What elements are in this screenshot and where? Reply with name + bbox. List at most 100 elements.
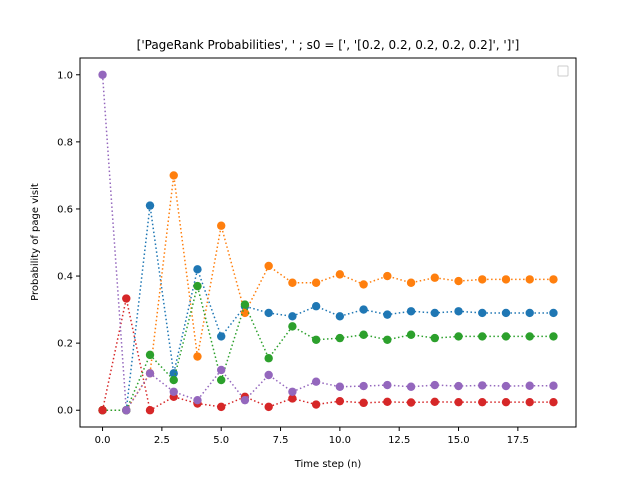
series-5-point: [169, 387, 178, 396]
series-4-point: [501, 397, 511, 407]
series-1-line: [102, 205, 554, 411]
series-3-point: [501, 332, 511, 341]
series-3-point: [478, 332, 487, 341]
series-5-point: [406, 382, 416, 391]
series-4-point: [454, 397, 463, 407]
series-4-point: [383, 397, 392, 407]
series-3-point: [454, 332, 463, 341]
series-2-point: [454, 276, 463, 286]
series-5-point: [288, 387, 297, 396]
series-3: [98, 281, 558, 415]
series-2-point: [525, 275, 534, 284]
series-1-point: [406, 307, 416, 316]
series-4-point: [288, 394, 297, 403]
series-2-point: [169, 171, 178, 180]
series-4-point: [478, 397, 487, 407]
series-5-point: [501, 381, 511, 391]
series-2-point: [383, 271, 392, 281]
series-2-point: [501, 275, 511, 284]
series-1-point: [264, 308, 273, 318]
series-5-point: [122, 406, 131, 415]
series-5-point: [478, 381, 487, 390]
x-tick-label: 7.5: [273, 435, 289, 446]
series-4-point: [122, 294, 131, 303]
series-3-point: [406, 330, 416, 339]
series-2-point: [549, 275, 558, 284]
series-5-point: [240, 395, 250, 405]
series-1-point: [454, 307, 463, 316]
series-1-point: [311, 302, 321, 311]
x-axis-label: Time step (n): [294, 459, 362, 470]
series-5-point: [454, 381, 463, 391]
series-4-point: [406, 398, 416, 407]
series-5-point: [383, 380, 392, 390]
series-3-point: [359, 330, 368, 339]
x-tick-label: 12.5: [388, 435, 410, 446]
series-4-point: [525, 397, 534, 407]
series-2-point: [335, 270, 345, 279]
x-tick-label: 5.0: [213, 435, 229, 446]
series-4-point: [549, 397, 558, 407]
series-1-point: [217, 332, 226, 341]
series-1-point: [288, 312, 297, 321]
series-4-point: [430, 397, 439, 407]
series-3-point: [525, 332, 534, 341]
plot-area: [79, 57, 577, 428]
series-2-point: [478, 275, 487, 284]
series-2-point: [311, 278, 321, 287]
series-5-point: [98, 70, 107, 79]
x-tick-label: 2.5: [154, 435, 170, 446]
series-3-point: [145, 350, 155, 360]
series-5-point: [359, 381, 368, 391]
series-1-point: [169, 369, 178, 378]
series-2-point: [288, 278, 297, 287]
series-4-point: [98, 406, 107, 415]
series-5-point: [549, 381, 558, 390]
series-4-point: [359, 398, 368, 408]
x-tick-label: 0.0: [95, 435, 111, 446]
series-1-point: [549, 308, 558, 318]
series-5-point: [430, 380, 439, 390]
series-2: [98, 171, 558, 415]
series-1-point: [145, 201, 155, 210]
legend-box: [557, 65, 569, 77]
series-2-point: [406, 278, 416, 287]
chart-title: ['PageRank Probabilities', ' ; s0 = [', …: [137, 38, 520, 52]
series-2-point: [193, 352, 202, 361]
y-tick-label: 1.0: [57, 70, 73, 81]
y-axis-label: Probability of page visit: [30, 183, 41, 301]
series-3-point: [430, 333, 439, 343]
series-4-point: [217, 402, 226, 412]
series-1-point: [501, 308, 511, 318]
series-5-point: [217, 365, 226, 375]
series-2-point: [359, 280, 368, 289]
series-3-point: [549, 332, 558, 341]
series-5-point: [264, 370, 273, 380]
series-4: [98, 294, 558, 415]
series-3-point: [335, 333, 345, 343]
series-3-point: [264, 354, 273, 363]
x-axis: 0.0 2.5 5.0 7.5 10.0 12.5 15.0 17.5: [95, 427, 529, 446]
x-tick-label: 15.0: [447, 435, 469, 446]
series-5-point: [335, 382, 345, 391]
x-tick-label: 17.5: [507, 435, 529, 446]
series-3-point: [169, 375, 178, 385]
series-5: [98, 70, 558, 415]
series-1-point: [335, 312, 345, 321]
series-3-point: [193, 281, 202, 291]
y-tick-label: 0.4: [57, 272, 73, 283]
y-tick-label: 0.0: [57, 406, 73, 417]
series-4-point: [145, 406, 155, 415]
series-1-point: [359, 305, 368, 314]
series-3-point: [383, 335, 392, 344]
axes-frame: [79, 57, 577, 428]
series-layer: [98, 70, 558, 415]
series-5-point: [193, 395, 202, 405]
series-1-point: [525, 308, 534, 318]
series-3-point: [240, 300, 250, 309]
series-2-point: [430, 273, 439, 282]
series-3-point: [217, 375, 226, 385]
series-1-point: [193, 265, 202, 274]
